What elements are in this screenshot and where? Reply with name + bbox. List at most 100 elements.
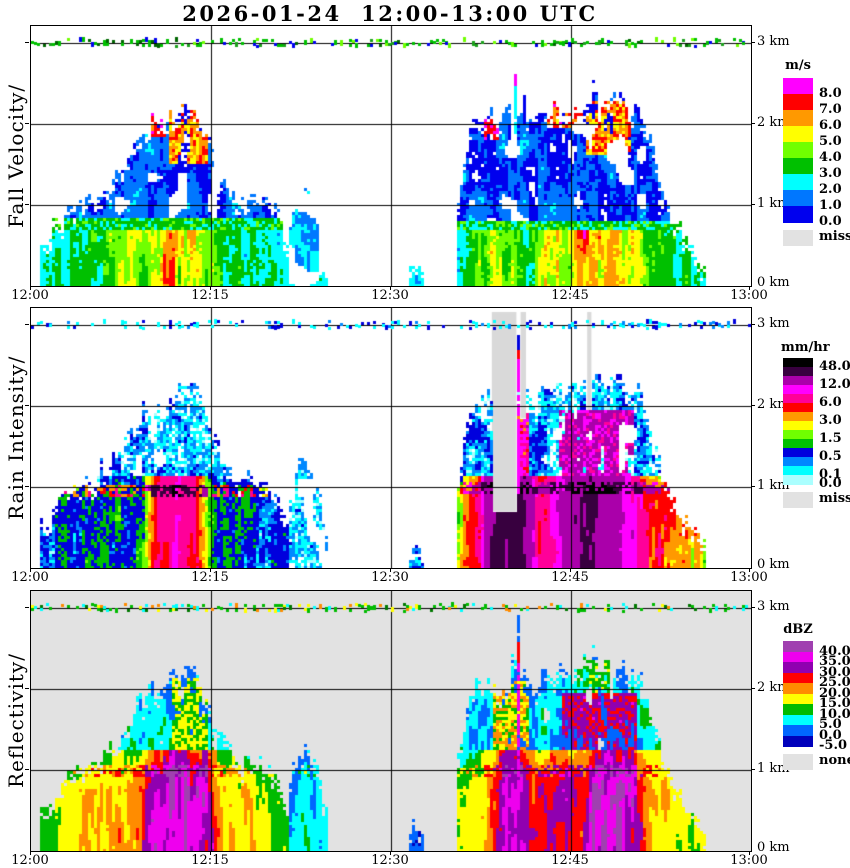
colorbar-cell — [783, 174, 813, 191]
time-tick-label: 12:30 — [371, 853, 409, 868]
panel-rain-intensity: Rain Intensity/ — [4, 307, 752, 569]
colorbar-tick-label: 0.1 — [819, 467, 842, 482]
colorbar-tick-label: 5.0 — [819, 717, 842, 732]
axis-tick — [749, 286, 750, 290]
y-axis-label-rain-intensity: Rain Intensity/ — [4, 355, 28, 521]
axis-tick — [390, 286, 391, 290]
colorbar-cell — [783, 672, 813, 684]
height-tick-label: 1 km — [757, 196, 790, 211]
colorbar-cell — [783, 367, 813, 377]
colorbar-cell — [783, 412, 813, 422]
colorbar-tick-label: 15.0 — [819, 696, 850, 711]
colorbar-tick-label: 5.0 — [819, 134, 842, 149]
time-tick-label: 13:00 — [730, 288, 768, 303]
colorbar-miss-label: none — [819, 753, 850, 768]
axis-tick — [751, 607, 755, 608]
colorbar-cell — [783, 376, 813, 386]
colorbar-cell — [783, 448, 813, 458]
panel-fall-velocity: Fall Velocity/ — [4, 25, 752, 287]
colorbar-tick-label: 4.0 — [819, 150, 842, 165]
colorbar-tick-label: 30.0 — [819, 664, 850, 680]
height-tick-label: 2 km — [757, 115, 790, 130]
colorbar-cell — [783, 439, 813, 449]
axis-tick — [570, 568, 571, 572]
axis-tick — [30, 851, 31, 855]
axis-tick — [751, 324, 755, 325]
colorbar-cell — [783, 158, 813, 175]
time-tick-label: 12:45 — [551, 853, 589, 868]
y-axis-label-reflectivity: Reflectivity/ — [4, 653, 28, 789]
height-tick-label: 0 km — [757, 840, 790, 855]
time-tick-label: 12:00 — [11, 288, 49, 303]
colorbar-tick-label: 3.0 — [819, 166, 842, 181]
colorbar-cell — [783, 206, 813, 223]
height-tick-label: 2 km — [757, 397, 790, 412]
height-tick-label: 0 km — [757, 275, 790, 290]
fall-velocity-heatmap — [31, 26, 751, 286]
axis-tick — [210, 851, 211, 855]
colorbar-tick-label: 7.0 — [819, 102, 842, 117]
colorbar-cell — [783, 466, 813, 476]
reflectivity-heatmap — [31, 591, 751, 851]
height-tick-label: 3 km — [757, 316, 790, 331]
colorbar-cell — [783, 641, 813, 652]
colorbar-cell — [783, 651, 813, 663]
time-tick-label: 12:30 — [371, 570, 409, 585]
colorbar-tick-label: 40.0 — [819, 643, 850, 659]
colorbar-tick-label: 0.5 — [819, 449, 842, 464]
height-tick-label: 1 km — [757, 478, 790, 493]
colorbar-cell — [783, 475, 813, 485]
colorbar-cell — [783, 403, 813, 413]
colorbar-cell — [783, 394, 813, 404]
panel-reflectivity: Reflectivity/ — [4, 590, 752, 852]
colorbar-tick-label: 8.0 — [819, 86, 842, 101]
time-tick-label: 12:00 — [11, 853, 49, 868]
axis-tick — [390, 851, 391, 855]
axis-tick — [751, 42, 755, 43]
axis-tick — [749, 851, 750, 855]
colorbar-miss-cell — [783, 492, 813, 508]
colorbar-cell — [783, 714, 813, 726]
colorbar-tick-label: 6.0 — [819, 118, 842, 133]
axis-tick — [751, 405, 755, 406]
colorbar-cell — [783, 662, 813, 673]
colorbar-tick-label: 1.5 — [819, 431, 842, 446]
colorbar-tick-label: 2.0 — [819, 182, 842, 197]
colorbar-miss-cell — [783, 230, 813, 246]
axis-tick — [751, 769, 755, 770]
axis-tick — [751, 486, 755, 487]
colorbar-cell — [783, 704, 813, 715]
axis-tick — [25, 42, 29, 43]
time-tick-label: 13:00 — [730, 853, 768, 868]
colorbar-tick-label: 6.0 — [819, 395, 842, 410]
colorbar-cell — [783, 94, 813, 111]
axis-tick — [25, 769, 29, 770]
colorbar-tick-label: 48.0 — [819, 359, 850, 374]
time-tick-label: 12:15 — [191, 570, 229, 585]
colorbar-cell — [783, 78, 813, 95]
colorbar-cell — [783, 126, 813, 143]
axis-tick — [210, 568, 211, 572]
axis-tick — [570, 851, 571, 855]
time-tick-label: 12:30 — [371, 288, 409, 303]
axis-tick — [390, 568, 391, 572]
time-tick-label: 12:15 — [191, 853, 229, 868]
colorbar-tick-label: 10.0 — [819, 706, 850, 722]
colorbar-tick-label: 3.0 — [819, 413, 842, 428]
axis-tick — [25, 405, 29, 406]
height-tick-label: 0 km — [757, 557, 790, 572]
rain-intensity-heatmap — [31, 308, 751, 568]
colorbar-units-label: mm/hr — [781, 340, 830, 355]
colorbar-miss-label: miss — [819, 491, 850, 506]
axis-tick — [25, 486, 29, 487]
colorbar-cell — [783, 142, 813, 159]
axis-tick — [751, 204, 755, 205]
time-tick-label: 12:45 — [551, 288, 589, 303]
colorbar-tick-label: 0.0 — [819, 214, 842, 229]
colorbar-tick-label: -5.0 — [819, 738, 848, 753]
axis-tick — [210, 286, 211, 290]
colorbar-cell — [783, 190, 813, 207]
height-tick-label: 3 km — [757, 599, 790, 614]
time-tick-label: 12:00 — [11, 570, 49, 585]
time-tick-label: 13:00 — [730, 570, 768, 585]
